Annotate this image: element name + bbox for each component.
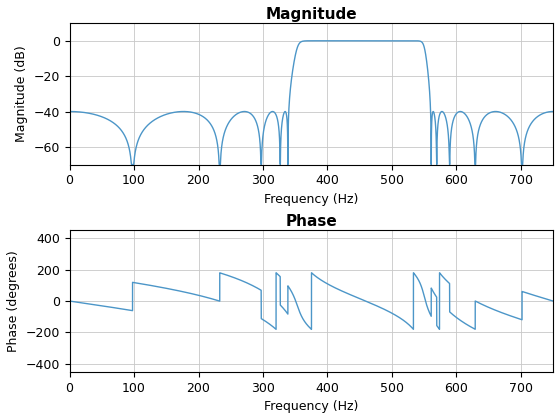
- X-axis label: Frequency (Hz): Frequency (Hz): [264, 400, 358, 413]
- Y-axis label: Magnitude (dB): Magnitude (dB): [15, 45, 28, 142]
- Y-axis label: Phase (degrees): Phase (degrees): [7, 250, 20, 352]
- Title: Phase: Phase: [286, 214, 337, 229]
- X-axis label: Frequency (Hz): Frequency (Hz): [264, 193, 358, 206]
- Title: Magnitude: Magnitude: [265, 7, 357, 22]
